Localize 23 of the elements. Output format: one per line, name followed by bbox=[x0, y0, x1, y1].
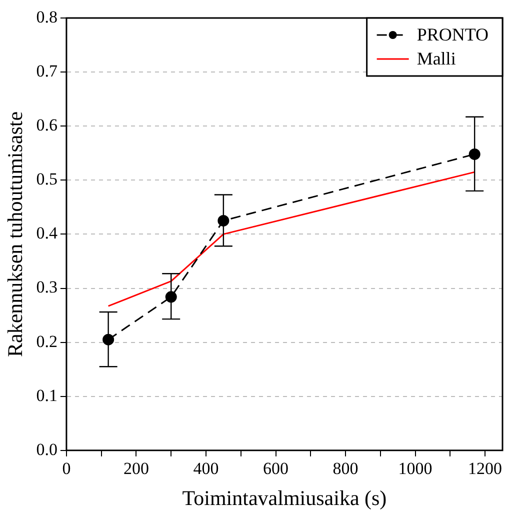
legend-label: PRONTO bbox=[416, 24, 489, 45]
x-tick-label: 0 bbox=[62, 459, 71, 478]
y-tick-label: 0.4 bbox=[36, 224, 58, 243]
y-axis-title: Rakennuksen tuhoutumisaste bbox=[3, 111, 28, 357]
y-tick-label: 0.3 bbox=[36, 278, 58, 297]
y-tick-label: 0.7 bbox=[36, 62, 58, 81]
x-tick-label: 400 bbox=[193, 459, 219, 478]
point bbox=[218, 214, 230, 226]
x-tick-label: 1000 bbox=[398, 459, 432, 478]
y-tick-label: 0.2 bbox=[36, 332, 58, 351]
point bbox=[468, 148, 480, 160]
x-tick-label: 800 bbox=[332, 459, 358, 478]
x-tick-label: 600 bbox=[263, 459, 289, 478]
y-tick-label: 0.1 bbox=[36, 386, 58, 405]
y-tick-label: 0.5 bbox=[36, 170, 58, 189]
legend-label: Malli bbox=[416, 48, 456, 69]
x-tick-label: 200 bbox=[123, 459, 149, 478]
y-tick-label: 0.0 bbox=[36, 440, 58, 459]
x-tick-label: 1200 bbox=[468, 459, 502, 478]
x-axis-title: Toimintavalmiusaika (s) bbox=[182, 486, 387, 510]
point bbox=[165, 291, 177, 303]
y-tick-label: 0.8 bbox=[36, 7, 58, 26]
y-tick-label: 0.6 bbox=[36, 116, 58, 135]
